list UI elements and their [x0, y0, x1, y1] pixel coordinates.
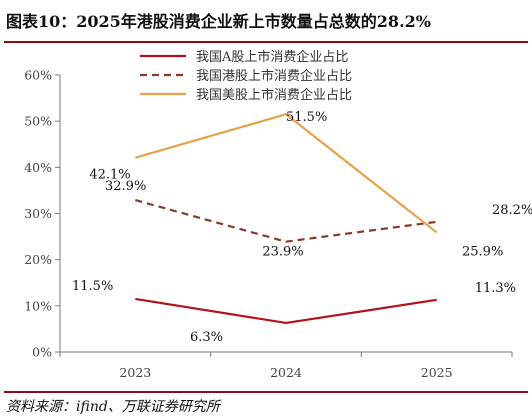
data-label: 11.3%: [475, 281, 516, 296]
title-divider: [4, 41, 528, 43]
chart-title: 图表10：2025年港股消费企业新上市数量占总数的28.2%: [6, 12, 431, 31]
series-line-us-share: [135, 113, 438, 234]
legend-label-hk-share: 我国港股上市消费企业占比: [196, 68, 352, 84]
source-note: 资料来源：ifind、万联证券研究所: [6, 399, 220, 415]
data-label: 11.5%: [72, 279, 113, 294]
data-label: 6.3%: [190, 330, 223, 345]
legend-label-a-share: 我国A股上市消费企业占比: [196, 49, 348, 65]
data-label: 42.1%: [89, 168, 130, 183]
series-line-hk-share: [135, 199, 437, 243]
x-tick-label: 2023: [119, 365, 151, 380]
data-label: 28.2%: [492, 203, 532, 218]
x-tick-label: 2024: [270, 365, 302, 380]
data-label: 25.9%: [462, 244, 503, 259]
y-tick-label: 60%: [24, 68, 52, 83]
y-tick-label: 40%: [24, 160, 52, 175]
line-chart: 0% 10% 20% 30% 40% 50% 60% 2023 2024 2025 11.5% 6.…: [24, 49, 532, 380]
x-tick-label: 2025: [421, 365, 453, 380]
legend-label-us-share: 我国美股上市消费企业占比: [196, 87, 352, 103]
data-label: 51.5%: [286, 110, 327, 125]
series-line-a-share: [135, 297, 437, 325]
y-tick-label: 0%: [32, 345, 52, 360]
y-tick-label: 10%: [24, 298, 52, 313]
y-tick-label: 30%: [24, 206, 52, 221]
y-tick-label: 20%: [24, 252, 52, 267]
source-divider: [4, 391, 528, 393]
data-label: 23.9%: [262, 245, 303, 260]
y-tick-label: 50%: [24, 114, 52, 129]
data-label: 32.9%: [105, 179, 146, 194]
